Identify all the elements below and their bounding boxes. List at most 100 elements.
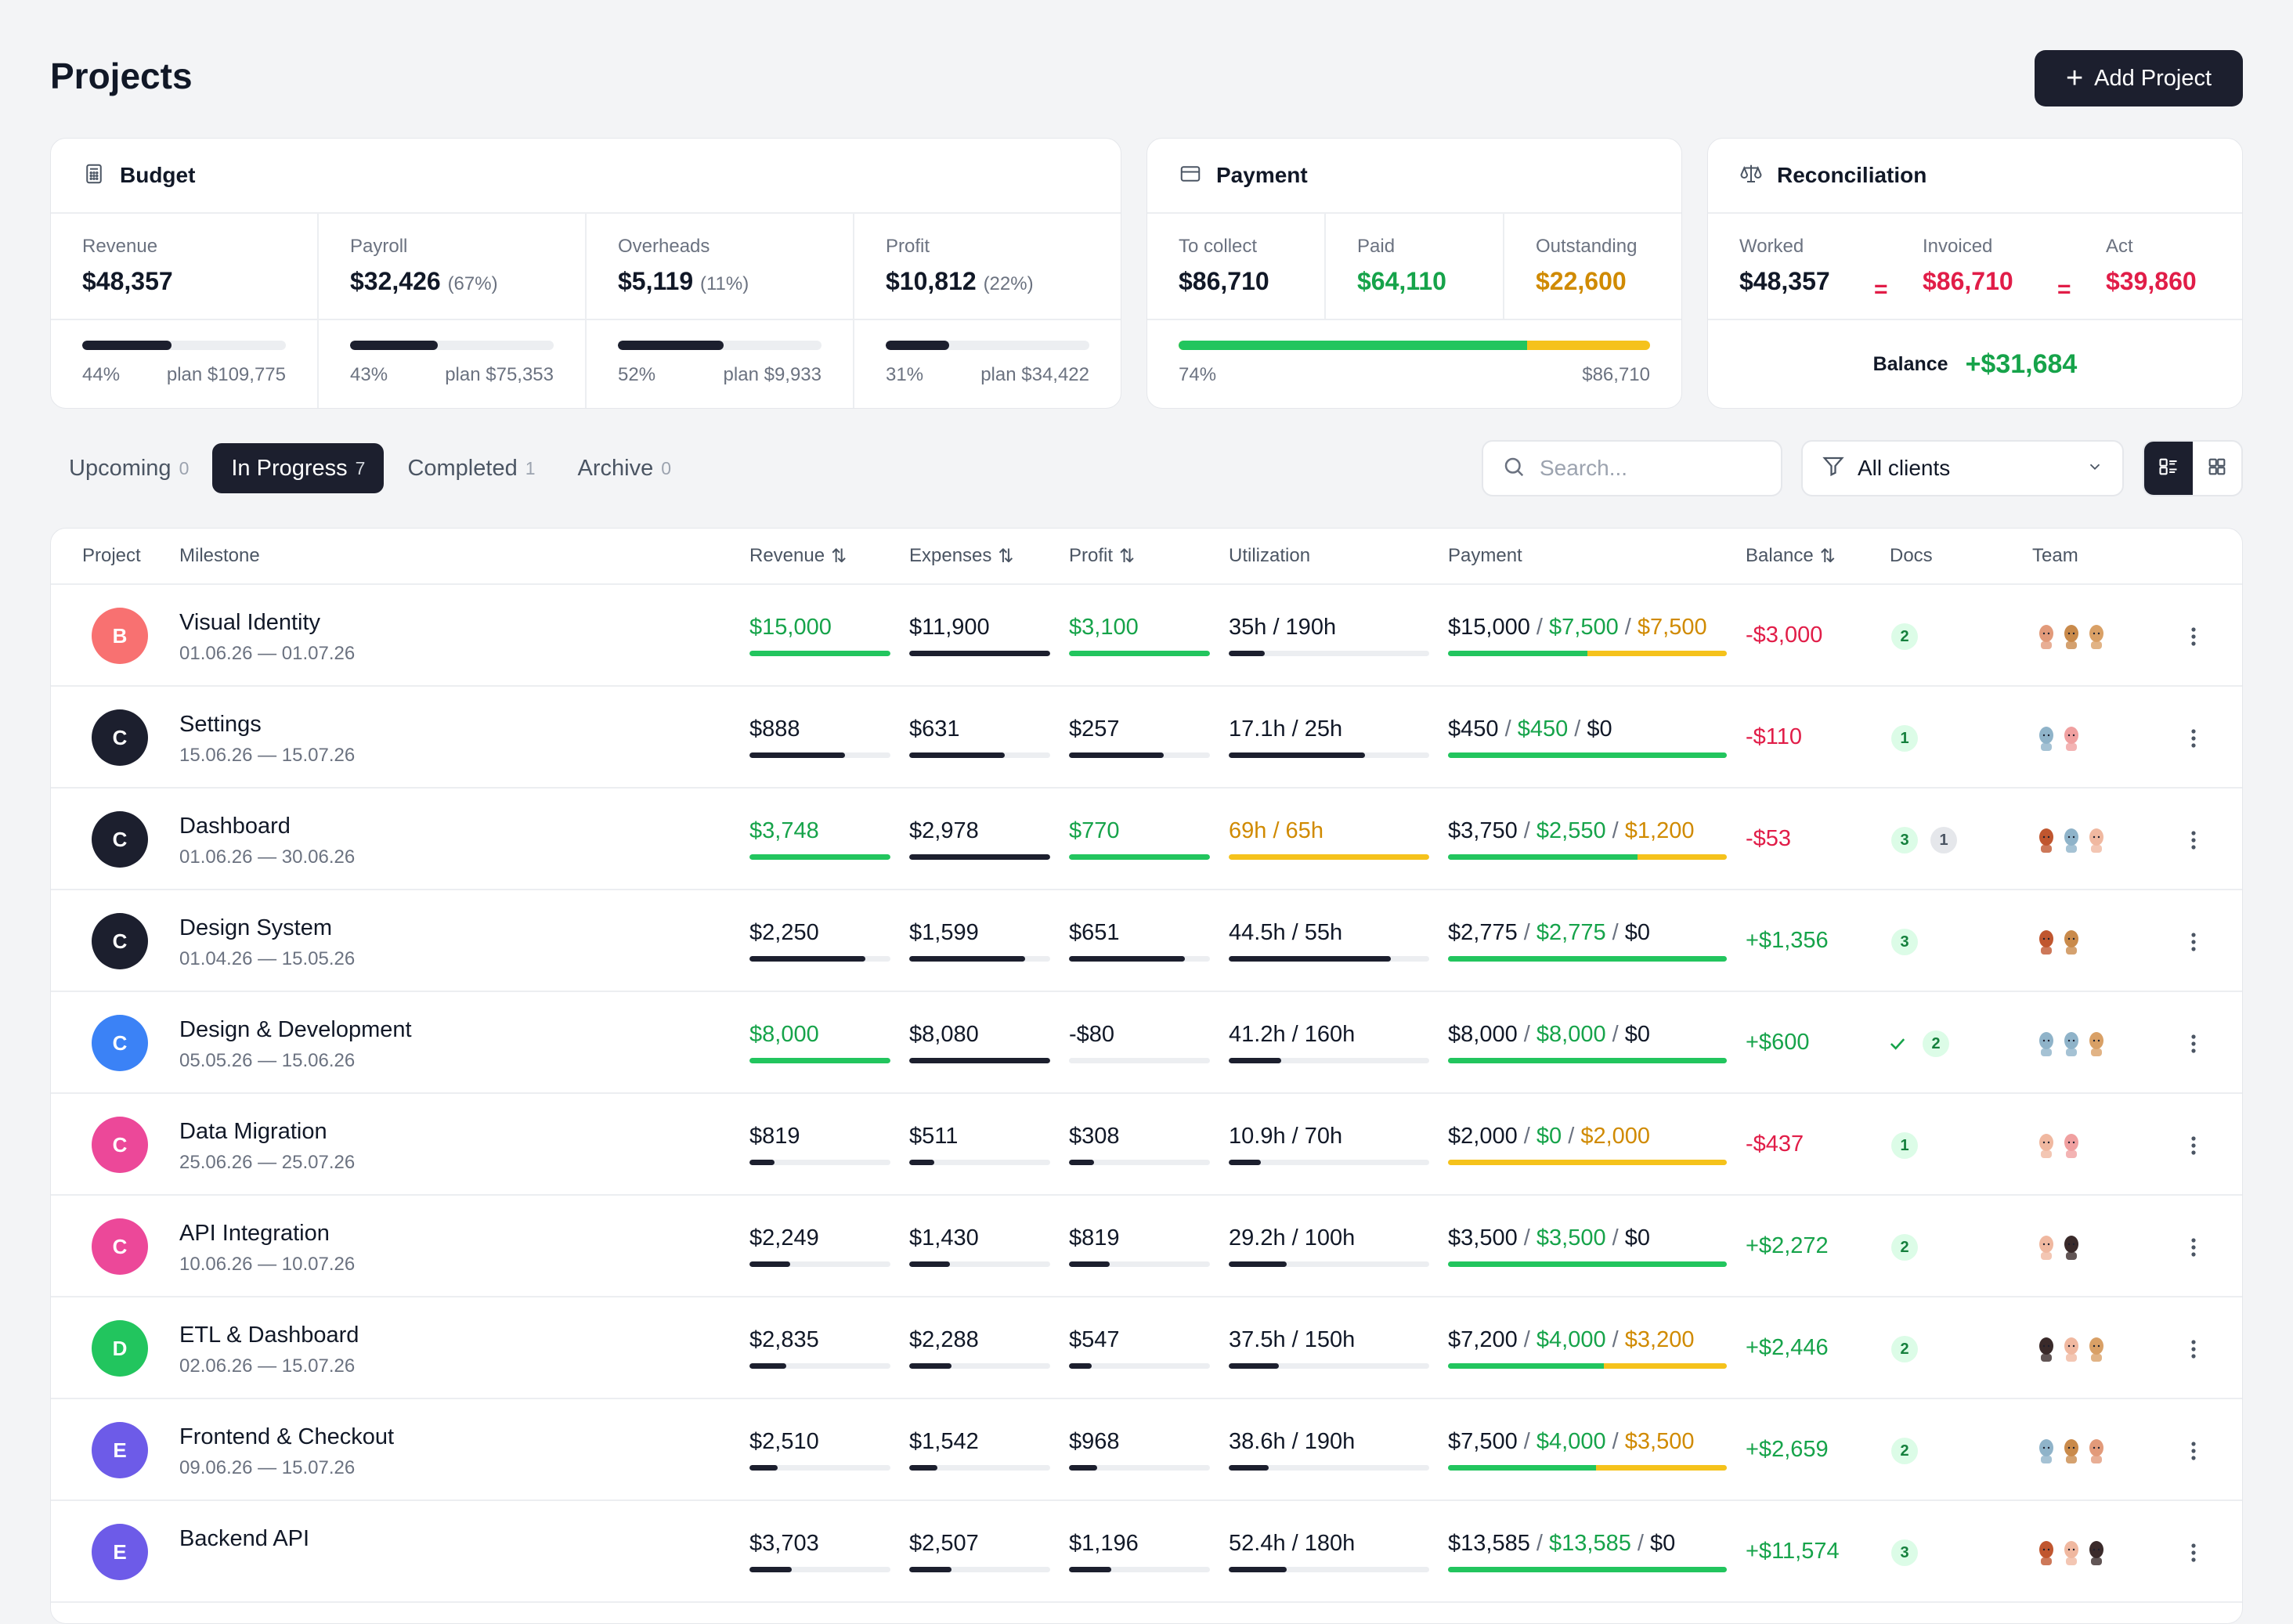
docs-badge[interactable]: 2 — [1891, 1234, 1918, 1261]
table-row[interactable]: C API Integration 10.06.26 — 10.07.26 $2,24… — [51, 1196, 2242, 1297]
project-name[interactable]: Design System — [179, 915, 333, 940]
docs-badge[interactable]: 2 — [1891, 1336, 1918, 1362]
team-member-avatar[interactable] — [2034, 623, 2059, 649]
payment-value: $2,775 / $2,775 / $0 — [1448, 920, 1650, 946]
team-member-avatar[interactable] — [2084, 1030, 2109, 1056]
list-view-button[interactable] — [2144, 442, 2193, 495]
util-bar-fill — [1229, 752, 1366, 758]
team-member-avatar[interactable] — [2059, 1131, 2084, 1158]
budget-metric-overheads: Overheads $5,119 (11%) — [587, 214, 854, 319]
docs-badge[interactable]: 3 — [1891, 827, 1918, 854]
team-member-avatar[interactable] — [2059, 1335, 2084, 1362]
docs-badge[interactable]: 3 — [1891, 1539, 1918, 1566]
team-member-avatar[interactable] — [2059, 1233, 2084, 1260]
tab-in-progress[interactable]: In Progress 7 — [212, 443, 385, 493]
table-row[interactable]: B Visual Identity 01.06.26 — 01.07.26 $15,0… — [51, 585, 2242, 687]
table-row[interactable]: E Frontend & Checkout 09.06.26 — 15.07.26 $… — [51, 1399, 2242, 1501]
team-member-avatar[interactable] — [2084, 826, 2109, 853]
project-name[interactable]: Dashboard — [179, 814, 291, 839]
header-revenue[interactable]: Revenue ⇅ — [749, 529, 847, 583]
team-member-avatar[interactable] — [2034, 1539, 2059, 1565]
project-name[interactable]: Backend API — [179, 1526, 310, 1551]
project-avatar: C — [92, 709, 148, 766]
table-row[interactable]: E Backend API $3,703 $2,507 $1,196 52.4h / 18… — [51, 1501, 2242, 1603]
payment-paid: $8,000 — [1536, 1022, 1606, 1047]
team-member-avatar[interactable] — [2084, 1539, 2109, 1565]
client-filter-value: All clients — [1858, 456, 1951, 480]
team-member-avatar[interactable] — [2084, 623, 2109, 649]
header-profit[interactable]: Profit ⇅ — [1069, 529, 1135, 583]
docs-badge[interactable]: 2 — [1923, 1030, 1949, 1057]
budget-progress-overheads: 52% plan $9,933 — [587, 320, 854, 408]
team-member-avatar[interactable] — [2034, 1233, 2059, 1260]
grid-view-button[interactable] — [2193, 442, 2241, 495]
docs-badge[interactable]: 3 — [1891, 929, 1918, 955]
tab-upcoming[interactable]: Upcoming 0 — [50, 443, 208, 493]
team-member-avatar[interactable] — [2034, 724, 2059, 751]
more-options-icon[interactable] — [2178, 1130, 2209, 1161]
more-options-icon[interactable] — [2178, 621, 2209, 652]
docs-badge[interactable]: 1 — [1891, 1132, 1918, 1159]
more-options-icon[interactable] — [2178, 926, 2209, 958]
progress-track — [350, 341, 554, 350]
team-member-avatar[interactable] — [2059, 928, 2084, 955]
project-name[interactable]: Visual Identity — [179, 610, 321, 635]
project-name[interactable]: Design & Development — [179, 1017, 412, 1042]
project-name[interactable]: ETL & Dashboard — [179, 1323, 359, 1348]
payment-progress-cell: 74% $86,710 — [1147, 320, 1681, 408]
payment-bar-paid — [1448, 956, 1727, 962]
project-name[interactable]: Settings — [179, 712, 262, 737]
search-input[interactable] — [1538, 455, 1768, 482]
team-member-avatar[interactable] — [2084, 1437, 2109, 1463]
docs-badge[interactable]: 2 — [1891, 1438, 1918, 1464]
metric-percent: (67%) — [447, 273, 498, 294]
table-row[interactable]: D ETL & Dashboard 02.06.26 — 15.07.26 $2,83… — [51, 1297, 2242, 1399]
tab-archive[interactable]: Archive 0 — [559, 443, 691, 493]
team-member-avatar[interactable] — [2059, 724, 2084, 751]
docs-badge[interactable]: 1 — [1930, 827, 1957, 854]
table-row[interactable]: C Design System 01.04.26 — 15.05.26 $2,250 $… — [51, 890, 2242, 992]
team-member-avatar[interactable] — [2034, 928, 2059, 955]
payment-outstanding: $0 — [1624, 1022, 1651, 1047]
project-name[interactable]: Frontend & Checkout — [179, 1424, 395, 1449]
table-row[interactable]: C Dashboard 01.06.26 — 30.06.26 $3,748 $2,97… — [51, 789, 2242, 890]
team-member-avatar[interactable] — [2059, 826, 2084, 853]
team-member-avatar[interactable] — [2059, 1437, 2084, 1463]
team-member-avatar[interactable] — [2034, 1335, 2059, 1362]
docs-badge[interactable]: 2 — [1891, 623, 1918, 650]
team-member-avatar[interactable] — [2084, 1335, 2109, 1362]
revenue-value: $3,748 — [749, 818, 819, 843]
profit-bar-fill — [1069, 1160, 1095, 1165]
more-options-icon[interactable] — [2178, 1028, 2209, 1059]
header-expenses[interactable]: Expenses ⇅ — [909, 529, 1014, 583]
payment-bar-outstanding — [1448, 1160, 1727, 1165]
balance-value: -$110 — [1746, 724, 1803, 749]
table-row[interactable]: C Settings 15.06.26 — 15.07.26 $888 $631 $257… — [51, 687, 2242, 789]
payment-total: $8,000 — [1448, 1022, 1518, 1047]
tab-count: 0 — [661, 457, 671, 478]
team-member-avatar[interactable] — [2034, 1437, 2059, 1463]
more-options-icon[interactable] — [2178, 1435, 2209, 1467]
more-options-icon[interactable] — [2178, 723, 2209, 754]
team-member-avatar[interactable] — [2059, 1030, 2084, 1056]
project-name[interactable]: API Integration — [179, 1221, 330, 1246]
search-box[interactable] — [1482, 440, 1782, 496]
team-member-avatar[interactable] — [2059, 623, 2084, 649]
team-member-avatar[interactable] — [2034, 1030, 2059, 1056]
team-avatars — [2034, 826, 2109, 853]
client-filter-select[interactable]: All clients — [1801, 440, 2124, 496]
more-options-icon[interactable] — [2178, 1537, 2209, 1568]
table-row[interactable]: C Data Migration 25.06.26 — 25.07.26 $819 $5… — [51, 1094, 2242, 1196]
add-project-button[interactable]: + Add Project — [2035, 50, 2243, 106]
more-options-icon[interactable] — [2178, 1232, 2209, 1263]
header-balance[interactable]: Balance ⇅ — [1746, 529, 1836, 583]
team-member-avatar[interactable] — [2034, 1131, 2059, 1158]
docs-badge[interactable]: 1 — [1891, 725, 1918, 752]
more-options-icon[interactable] — [2178, 1333, 2209, 1365]
team-member-avatar[interactable] — [2059, 1539, 2084, 1565]
project-name[interactable]: Data Migration — [179, 1119, 327, 1144]
table-row[interactable]: C Design & Development 05.05.26 — 15.06.26… — [51, 992, 2242, 1094]
team-member-avatar[interactable] — [2034, 826, 2059, 853]
more-options-icon[interactable] — [2178, 825, 2209, 856]
tab-completed[interactable]: Completed 1 — [388, 443, 554, 493]
